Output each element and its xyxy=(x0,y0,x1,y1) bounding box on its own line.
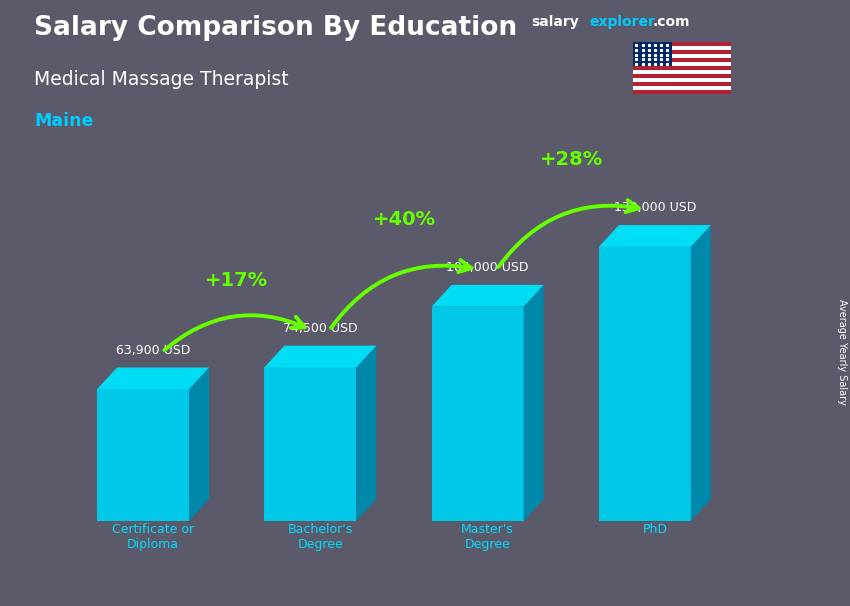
Bar xyxy=(633,47,731,50)
Bar xyxy=(633,90,731,94)
Polygon shape xyxy=(97,367,209,389)
Text: +40%: +40% xyxy=(372,210,435,229)
Bar xyxy=(633,42,672,66)
Polygon shape xyxy=(264,367,356,521)
Polygon shape xyxy=(432,307,524,521)
Bar xyxy=(633,42,731,47)
Text: 133,000 USD: 133,000 USD xyxy=(614,201,696,214)
Polygon shape xyxy=(189,367,209,521)
Text: Master's
Degree: Master's Degree xyxy=(462,522,514,550)
Bar xyxy=(633,62,731,66)
Polygon shape xyxy=(599,247,691,521)
Bar xyxy=(633,66,731,70)
Text: Medical Massage Therapist: Medical Massage Therapist xyxy=(34,70,289,88)
Polygon shape xyxy=(691,225,711,521)
Polygon shape xyxy=(356,345,377,521)
Polygon shape xyxy=(264,345,377,367)
Bar xyxy=(633,86,731,90)
Text: Salary Comparison By Education: Salary Comparison By Education xyxy=(34,15,517,41)
Bar xyxy=(633,78,731,82)
Bar xyxy=(633,82,731,86)
Text: 104,000 USD: 104,000 USD xyxy=(446,261,529,274)
Polygon shape xyxy=(97,389,189,521)
Bar xyxy=(633,70,731,74)
Text: Certificate or
Diploma: Certificate or Diploma xyxy=(112,522,194,550)
Bar xyxy=(633,50,731,55)
Text: +17%: +17% xyxy=(205,270,269,290)
Polygon shape xyxy=(432,285,544,307)
Text: PhD: PhD xyxy=(643,522,667,536)
Text: salary: salary xyxy=(531,15,579,29)
Text: explorer: explorer xyxy=(589,15,654,29)
Text: 74,500 USD: 74,500 USD xyxy=(283,322,358,335)
Text: 63,900 USD: 63,900 USD xyxy=(116,344,190,356)
Bar xyxy=(633,55,731,58)
Text: +28%: +28% xyxy=(540,150,603,169)
Text: Maine: Maine xyxy=(34,112,94,130)
Polygon shape xyxy=(599,225,711,247)
Bar xyxy=(633,58,731,62)
Text: .com: .com xyxy=(653,15,690,29)
Text: Average Yearly Salary: Average Yearly Salary xyxy=(837,299,847,404)
Bar xyxy=(633,74,731,78)
Polygon shape xyxy=(524,285,544,521)
Text: Bachelor's
Degree: Bachelor's Degree xyxy=(287,522,353,550)
